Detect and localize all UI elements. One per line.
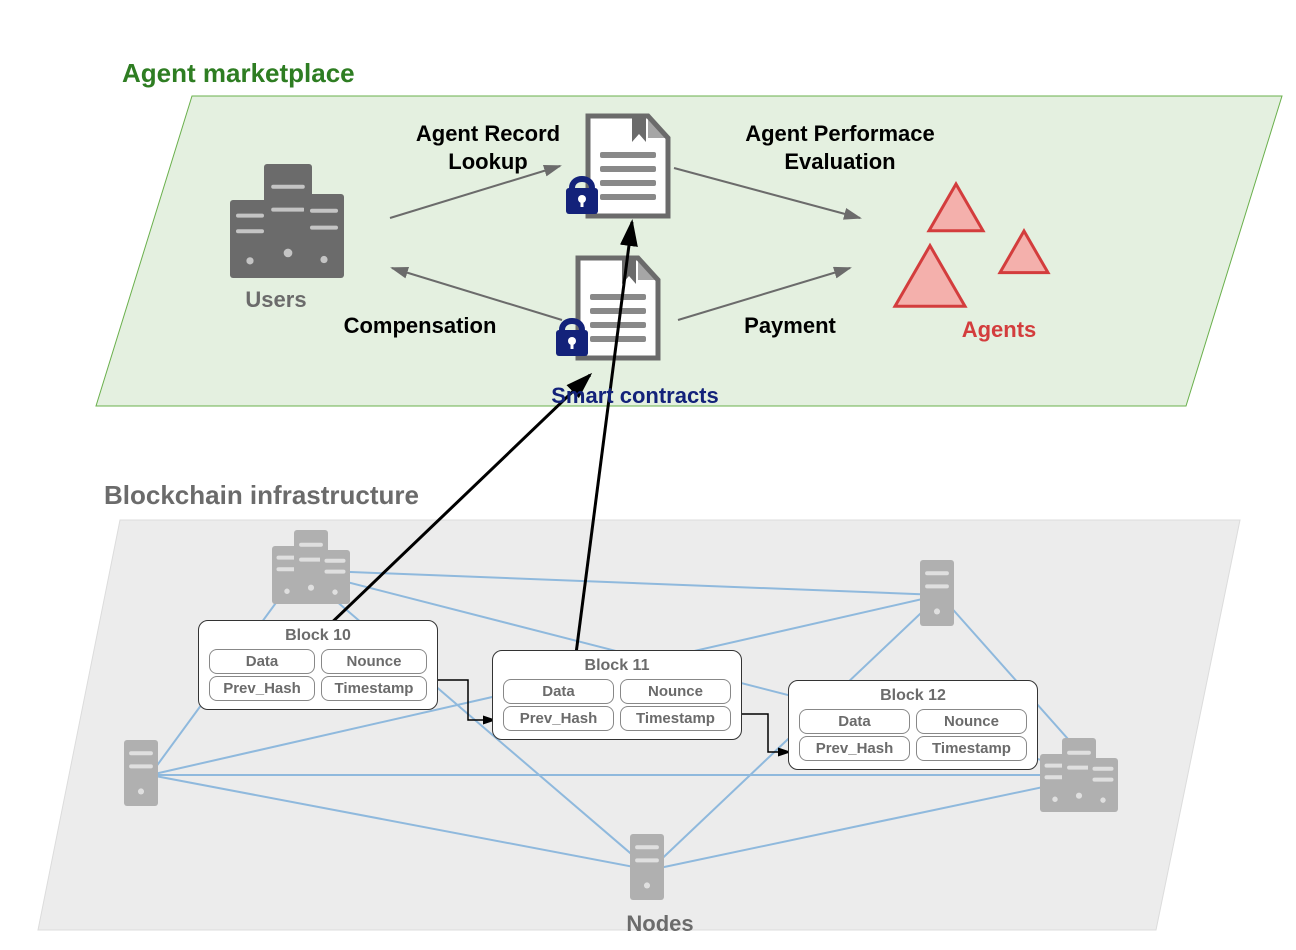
block-field: Data [209, 649, 315, 674]
compensation-label: Compensation [330, 312, 510, 340]
block-field: Timestamp [321, 676, 427, 701]
diagram-canvas [0, 0, 1296, 950]
agent-record-lookup-label: Agent RecordLookup [378, 120, 598, 175]
block-field: Nounce [916, 709, 1027, 734]
marketplace-title: Agent marketplace [122, 58, 355, 89]
agents-label: Agents [944, 316, 1054, 344]
block-field: Prev_Hash [209, 676, 315, 701]
block-title: Block 12 [799, 687, 1027, 705]
block-field: Nounce [321, 649, 427, 674]
blockchain-title: Blockchain infrastructure [104, 480, 419, 511]
block-field: Data [503, 679, 614, 704]
smart-contracts-label: Smart contracts [545, 382, 725, 410]
block-field: Timestamp [620, 706, 731, 731]
blockchain-block: Block 10 DataNouncePrev_HashTimestamp [198, 620, 438, 710]
server-icon [630, 834, 664, 900]
block-field: Nounce [620, 679, 731, 704]
block-field: Data [799, 709, 910, 734]
server-icon [920, 560, 954, 626]
users-label: Users [236, 286, 316, 314]
block-field: Prev_Hash [799, 736, 910, 761]
server-icon [124, 740, 158, 806]
nodes-label: Nodes [615, 910, 705, 938]
block-field: Prev_Hash [503, 706, 614, 731]
payment-label: Payment [730, 312, 850, 340]
block-title: Block 10 [209, 627, 427, 645]
agent-performance-evaluation-label: Agent PerformaceEvaluation [700, 120, 980, 175]
block-title: Block 11 [503, 657, 731, 675]
blockchain-block: Block 12 DataNouncePrev_HashTimestamp [788, 680, 1038, 770]
block-field: Timestamp [916, 736, 1027, 761]
blockchain-block: Block 11 DataNouncePrev_HashTimestamp [492, 650, 742, 740]
